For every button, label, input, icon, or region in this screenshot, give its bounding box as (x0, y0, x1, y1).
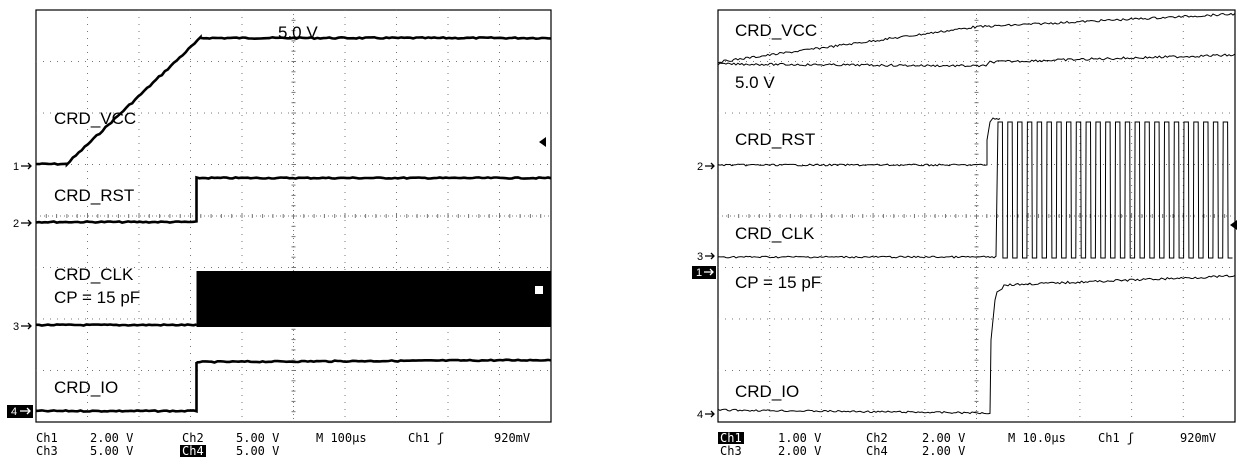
left-marker-arrow-icon (21, 219, 32, 227)
right-status-ch2-scale: 2.00 V (922, 431, 965, 445)
right-marker-arrow-icon (704, 268, 714, 276)
right-trace-5v (717, 53, 1236, 68)
left-status-trigger: Ch1 ʃ (408, 431, 444, 445)
left-trace-crd-rst (35, 175, 552, 224)
right-label-crd-vcc: CRD_VCC (735, 21, 817, 40)
left-marker-arrow-icon (21, 162, 32, 170)
right-trace-crd-vcc (717, 12, 1236, 64)
right-status-trigger: Ch1 ʃ (1098, 431, 1134, 445)
right-marker-arrow-icon (705, 252, 715, 260)
left-status-bar: Ch1 2.00 V Ch3 5.00 V Ch2 5.00 V Ch4 5.0… (36, 431, 530, 458)
left-label-crd-clk: CRD_CLK (54, 265, 134, 284)
right-marker-ch2: 2 (697, 161, 703, 173)
right-label-crd-clk: CRD_CLK (735, 224, 815, 243)
left-label-crd-vcc: CRD_VCC (54, 109, 136, 128)
left-trace-crd-clk-burst (196, 271, 551, 327)
right-status-ch4: Ch4 (866, 444, 888, 458)
left-status-ch4-box (180, 445, 206, 457)
left-trace-crd-clk (36, 323, 197, 327)
right-status-trigger-level: 920mV (1180, 431, 1216, 445)
left-status-ch3: Ch3 (36, 444, 58, 458)
right-status-ch1: Ch1 (720, 431, 742, 445)
right-status-ch3: Ch3 (720, 444, 742, 458)
right-trigger-level-icon (1230, 220, 1237, 230)
left-status-timebase: M 100µs (316, 431, 367, 445)
left-status-ch1-scale: 2.00 V (90, 431, 133, 445)
left-marker-ch1: 1 (13, 161, 19, 173)
right-status-ch3-scale: 2.00 V (778, 444, 821, 458)
left-status-ch4: Ch4 (182, 444, 204, 458)
left-label-5v: 5.0 V (278, 23, 318, 42)
left-trigger-level-icon (539, 137, 546, 147)
left-scope: 5.0 V CRD_VCC CRD_RST CRD_CLK CP = 15 pF… (7, 9, 552, 458)
left-status-trigger-level: 920mV (494, 431, 530, 445)
right-grid (718, 10, 1235, 422)
left-status-ch2-scale: 5.00 V (236, 431, 279, 445)
right-label-crd-io: CRD_IO (735, 382, 799, 401)
left-label-crd-io: CRD_IO (54, 378, 118, 397)
left-status-ch2: Ch2 (182, 431, 204, 445)
right-marker-arrow-icon (705, 410, 715, 418)
right-status-ch1-box (718, 432, 744, 444)
right-trace-crd-io (717, 274, 1236, 415)
left-status-ch3-scale: 5.00 V (90, 444, 133, 458)
left-status-ch4-scale: 5.00 V (236, 444, 279, 458)
left-label-crd-rst: CRD_RST (54, 186, 134, 205)
right-status-ch2: Ch2 (866, 431, 888, 445)
left-marker-ch4: 4 (11, 406, 17, 418)
left-trace-crd-vcc (35, 34, 552, 168)
left-marker-ch2: 2 (13, 218, 19, 230)
right-trace-crd-clk (717, 121, 1233, 259)
right-scope: CRD_VCC 5.0 V CRD_RST CRD_CLK CP = 15 pF… (692, 9, 1237, 458)
right-status-timebase: M 10.0µs (1008, 431, 1066, 445)
left-grid (36, 10, 551, 422)
left-marker-arrow-icon (20, 407, 31, 415)
left-trace-crd-io (35, 358, 552, 414)
right-label-5v: 5.0 V (735, 73, 775, 92)
right-marker-ch4: 4 (697, 409, 703, 421)
left-trigger-square (535, 286, 543, 294)
right-status-ch4-scale: 2.00 V (922, 444, 965, 458)
right-trace-crd-rst (717, 117, 1001, 167)
right-status-bar: Ch1 1.00 V Ch3 2.00 V Ch2 2.00 V Ch4 2.0… (718, 431, 1216, 458)
right-marker-ch1: 1 (696, 267, 702, 279)
right-marker-arrow-icon (705, 162, 715, 170)
left-label-cp: CP = 15 pF (54, 288, 140, 307)
left-marker-ch3: 3 (13, 321, 19, 333)
left-status-ch1: Ch1 (36, 431, 58, 445)
left-marker-arrow-icon (21, 322, 32, 330)
right-label-crd-rst: CRD_RST (735, 130, 815, 149)
right-marker-ch3: 3 (697, 251, 703, 263)
right-status-ch1-scale: 1.00 V (778, 431, 821, 445)
right-label-cp: CP = 15 pF (735, 273, 821, 292)
